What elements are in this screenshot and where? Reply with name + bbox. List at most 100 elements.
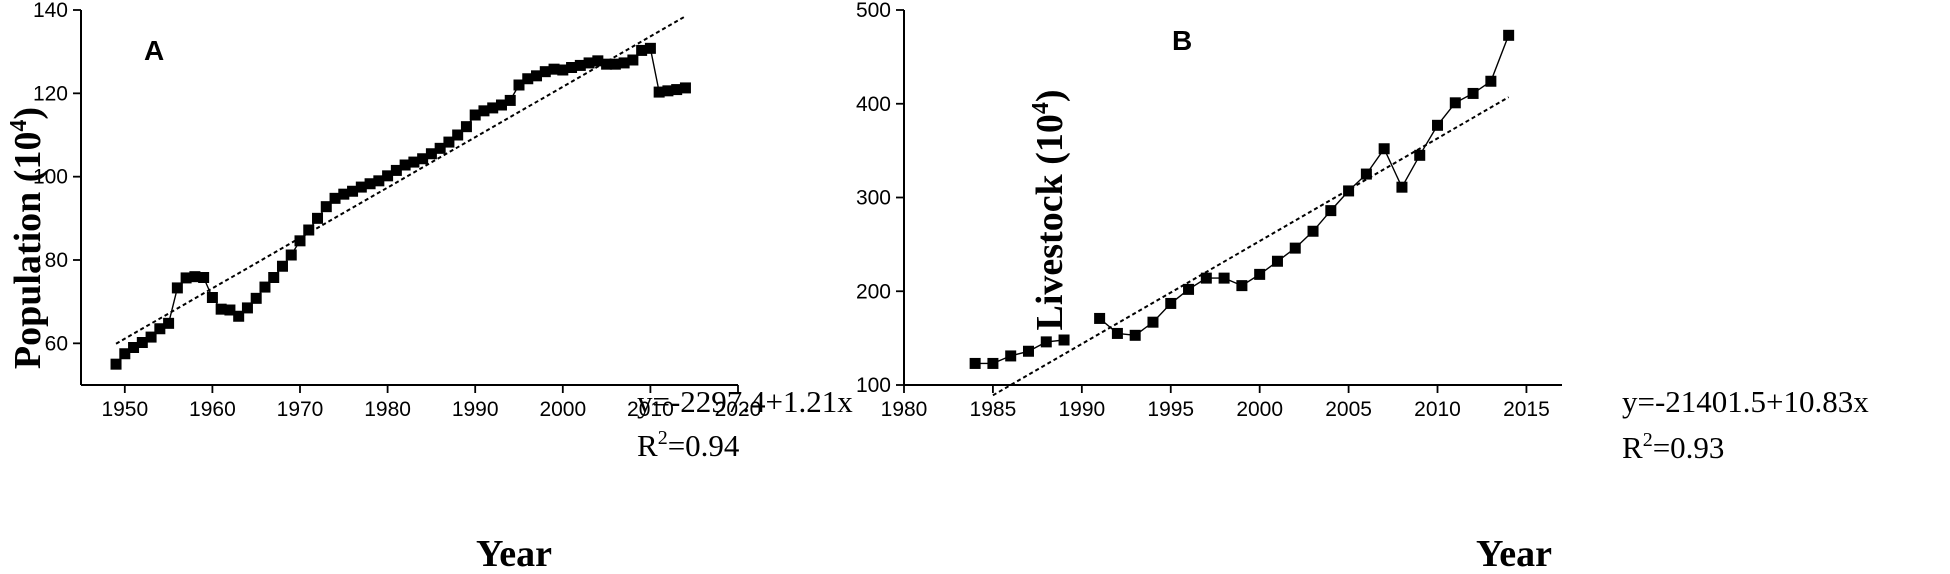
panel-a-data-point (312, 212, 324, 224)
panel-a-data-point (609, 58, 621, 70)
panel-a-data-point (644, 42, 656, 54)
panel-b-data-point (1432, 119, 1444, 131)
panel-a-data-point (452, 129, 464, 141)
panel-a-y-axis-title: Population (104) (6, 107, 49, 369)
panel-a-x-tick-label: 1960 (189, 398, 236, 421)
panel-b-data-point (1307, 225, 1319, 237)
panel-a-data-point (636, 44, 648, 56)
panel-b-data-point (1094, 312, 1106, 324)
panel-b-data-point (1485, 75, 1497, 87)
panel-a-data-point (469, 109, 481, 121)
panel-a-data-point (128, 342, 140, 353)
panel-a-data-point (373, 175, 385, 187)
panel-b-x-tick-label: 2005 (1325, 398, 1372, 421)
panel-a-data-point (250, 292, 262, 304)
panel-a-series-line (115, 47, 686, 365)
panel-a-data-point (443, 136, 455, 148)
panel-a-data-point (504, 94, 516, 106)
panel-a-data-point (460, 121, 472, 133)
panel-b-data-point (1022, 345, 1034, 357)
panel-b-x-tick-label: 1985 (970, 398, 1017, 421)
panel-a-data-point (618, 57, 630, 69)
panel-b: B Year Livestock (104) y=-21401.5+10.83x… (856, 0, 1869, 574)
panel-a-y-tick-label: 80 (45, 249, 68, 272)
panel-a-y-axis-title-end: ) (7, 107, 49, 120)
panel-b-equation: y=-21401.5+10.83x (1622, 384, 1869, 419)
panel-b-data-point (1005, 350, 1017, 362)
panel-b-y-tick-label: 300 (856, 187, 891, 210)
panel-a-data-point (329, 192, 341, 204)
panel-b-r-squared-value: =0.93 (1653, 430, 1725, 465)
panel-a-data-point (601, 58, 613, 70)
panel-a-y-tick-label: 100 (33, 166, 68, 189)
panel-a-plot-area: 1950 1960 1970 1980 1990 2000 2010 2020 60 80 100 1… (33, 0, 761, 421)
panel-a-x-axis-title: Year (476, 533, 552, 574)
panel-b-data-point (1343, 185, 1355, 197)
panel-a-data-point (259, 281, 271, 293)
panel-b-r-squared: R2=0.93 (1622, 429, 1724, 465)
panel-a-x-tick-label: 1970 (277, 398, 324, 421)
panel-b-data-point (1040, 336, 1052, 348)
panel-b-y-axis-title-sup: 4 (1028, 102, 1054, 114)
panel-a-data-point (303, 224, 315, 236)
panel-b-data-point (1254, 268, 1266, 280)
panel-a-data-point (119, 348, 131, 360)
panel-a-equation: y=-2297.4+1.21x (637, 384, 853, 419)
panel-b-x-tick-label: 2010 (1414, 398, 1461, 421)
panel-b-y-axis-title-main: Livestock (10 (1029, 114, 1071, 330)
panel-a-data-point (241, 302, 253, 314)
panel-a-data-point (276, 260, 288, 272)
panel-a-data-point (671, 84, 683, 96)
panel-a-data-point (145, 331, 157, 343)
panel-b-data-point (1271, 255, 1283, 267)
panel-a-fit-line (115, 15, 686, 345)
panel-a-x-tick-label: 2020 (715, 398, 762, 421)
panel-a-data-point (592, 55, 604, 67)
panel-a-data-point (399, 159, 411, 171)
panel-a-data-point (320, 201, 332, 213)
panel-b-x-axis-title: Year (1476, 533, 1552, 574)
panel-a-data-point (539, 66, 551, 78)
panel-b-x-tick-label: 1990 (1058, 398, 1105, 421)
panel-a-data-point (189, 271, 201, 283)
panel-a-data-point (136, 337, 148, 348)
panel-a-data-point (487, 102, 499, 114)
panel-b-y-tick-label: 500 (856, 0, 891, 22)
panel-a-r-squared-value: =0.94 (668, 428, 740, 463)
panel-b-y-tick-label: 400 (856, 93, 891, 116)
panel-b-data-point (1218, 272, 1230, 284)
panel-a-y-tick-label: 120 (33, 82, 68, 105)
panel-a-data-point (110, 358, 122, 370)
panel-a-data-point (662, 85, 674, 97)
panel-b-x-tick-label: 2000 (1236, 398, 1283, 421)
panel-b-data-point (1503, 29, 1515, 41)
panel-a-y-axis-title-main: Population (10 (7, 132, 49, 370)
panel-a-y-tick-label: 60 (45, 332, 68, 355)
panel-a-y-tick-label: 140 (33, 0, 68, 22)
panel-b-y-axis-title: Livestock (104) (1028, 89, 1071, 330)
panel-b-plot-area: 1980 1985 1990 1995 2000 2005 2010 2015 100 200 30… (856, 0, 1562, 421)
panel-a-data-point (408, 156, 420, 168)
panel-a-label: A (144, 35, 164, 66)
panel-a-data-point (513, 79, 525, 91)
panel-a-r-squared-label: R (637, 428, 658, 463)
panel-a-x-tick-label: 1990 (452, 398, 499, 421)
panel-a-data-point (434, 142, 446, 154)
panel-a-r-squared: R2=0.94 (637, 427, 740, 463)
panel-a-data-point (154, 323, 166, 335)
panel-b-r-squared-sup: 2 (1643, 429, 1653, 451)
panel-a-data-point (417, 153, 429, 165)
panel-b-y-axis-title-end: ) (1029, 89, 1071, 102)
panel-b-data-point (1289, 242, 1301, 254)
panel-b-data-point (1058, 334, 1070, 346)
panel-a-data-point (233, 310, 245, 322)
panel-b-data-point (1449, 97, 1461, 109)
panel-b-data-point (1414, 149, 1426, 161)
panel-b-r-squared-label: R (1622, 430, 1643, 465)
panel-a-data-point (557, 64, 569, 76)
panel-a-data-point (347, 185, 359, 197)
panel-a-data-point (679, 82, 691, 94)
panel-a-x-tick-label: 1980 (364, 398, 411, 421)
panel-b-data-point (1111, 327, 1123, 339)
